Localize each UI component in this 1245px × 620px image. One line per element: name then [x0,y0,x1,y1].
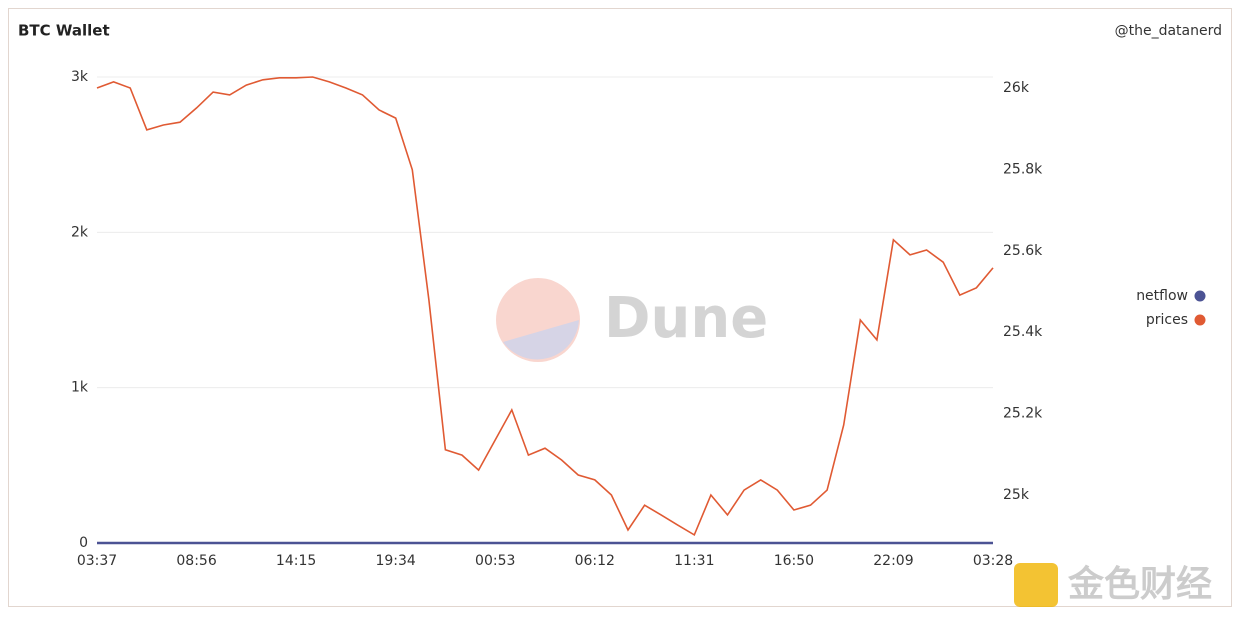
source-logo [1014,563,1058,607]
y2-tick-label: 25.4k [1003,324,1043,340]
chart-title: BTC Wallet [18,22,110,40]
series-line [96,76,994,537]
x-tick-label: 00:53 [475,553,515,569]
y2-tick-label: 25.8k [1003,161,1043,177]
legend-swatch [1194,290,1206,302]
legend-label: prices [1146,312,1188,328]
watermark-logo [496,278,580,362]
y2-tick-label: 25k [1003,487,1030,503]
y-tick-label: 2k [71,224,89,240]
x-tick-label: 16:50 [774,553,814,569]
y2-tick-label: 25.6k [1003,243,1043,259]
y-tick-label: 3k [71,69,89,85]
x-tick-label: 06:12 [575,553,615,569]
x-tick-label: 03:37 [77,553,117,569]
x-tick-label: 08:56 [176,553,216,569]
x-tick-label: 22:09 [873,553,913,569]
card [8,8,1232,607]
x-tick-label: 03:28 [973,553,1013,569]
y-tick-label: 1k [71,380,89,396]
watermark: Dune [604,286,768,351]
legend-label: netflow [1136,288,1188,304]
source-watermark: 金色财经 [1067,563,1212,605]
x-tick-label: 19:34 [375,553,415,569]
y2-tick-label: 26k [1003,80,1030,96]
x-tick-label: 14:15 [276,553,316,569]
legend-swatch [1194,314,1206,326]
author: @the_datanerd [1115,23,1222,39]
y-tick-label: 0 [79,535,88,551]
x-tick-label: 11:31 [674,553,714,569]
y2-tick-label: 25.2k [1003,406,1043,422]
